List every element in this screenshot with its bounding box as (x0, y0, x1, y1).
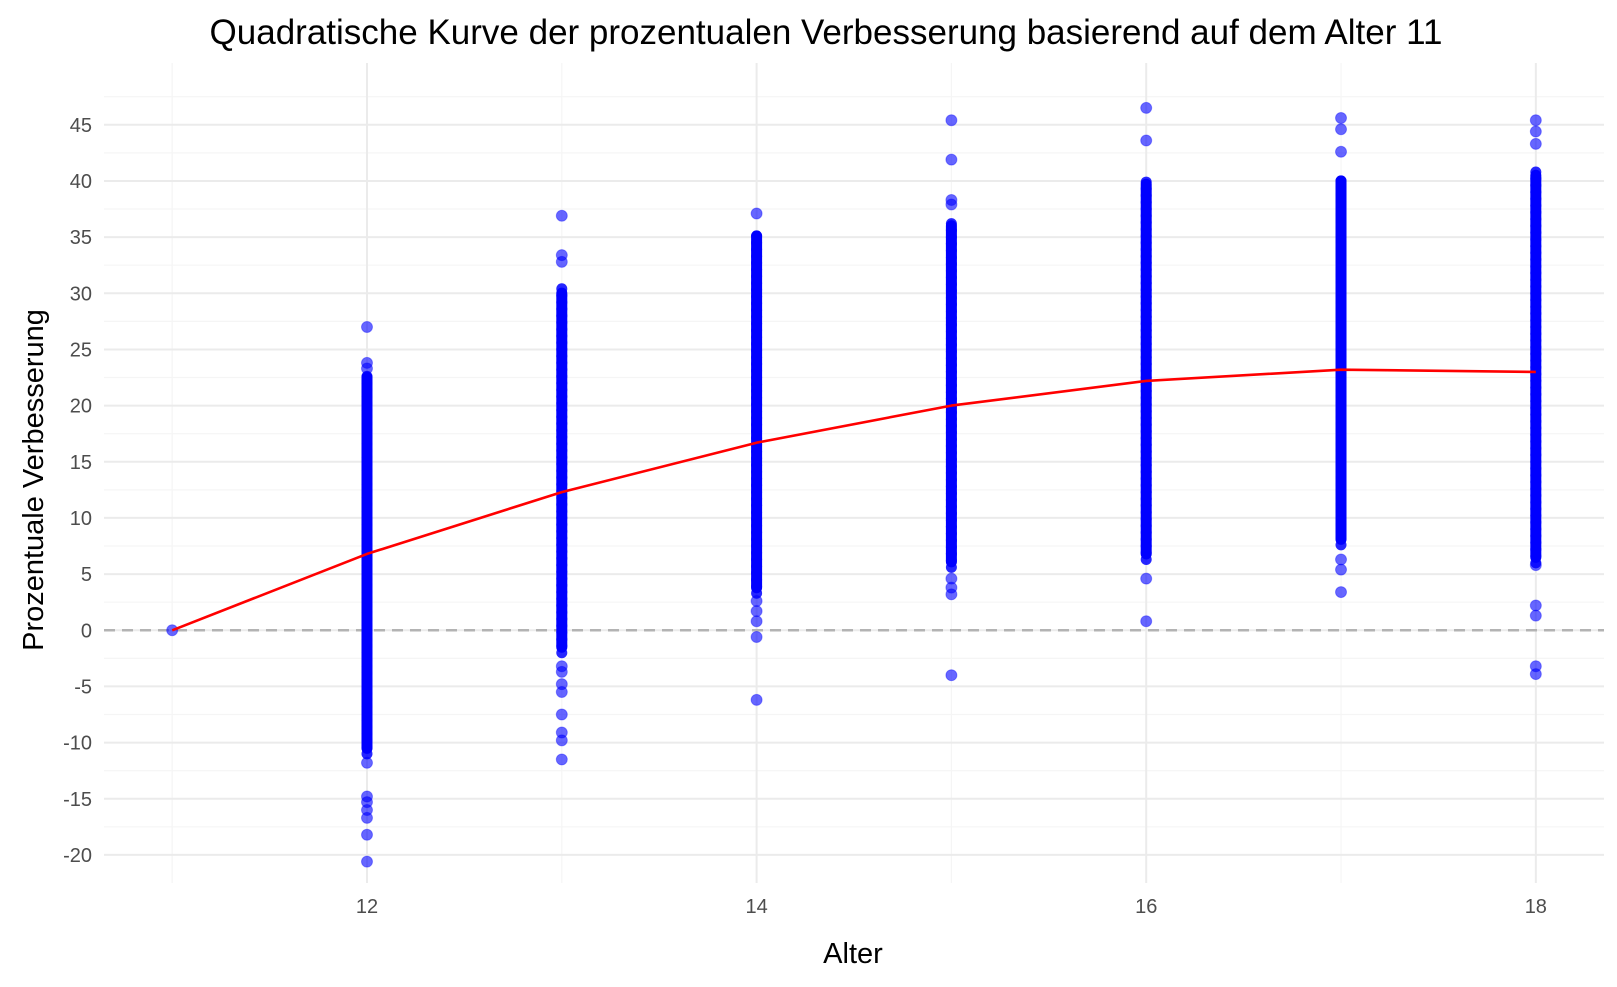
data-point (1140, 134, 1153, 147)
y-axis-title: Prozentuale Verbesserung (18, 309, 50, 651)
data-point (166, 624, 179, 637)
data-point (750, 693, 763, 706)
data-point (555, 255, 568, 268)
data-point (556, 283, 568, 295)
x-tick-label: 16 (1135, 896, 1157, 918)
data-point (751, 230, 763, 242)
data-point (945, 153, 958, 166)
y-tick-label: 35 (70, 227, 92, 249)
data-point (945, 114, 958, 127)
data-point (1529, 599, 1542, 612)
y-tick-label: 45 (70, 115, 92, 137)
y-tick-label: 40 (70, 171, 92, 193)
data-point (750, 615, 763, 628)
data-point (360, 756, 373, 769)
data-point (945, 588, 958, 601)
data-point (360, 855, 373, 868)
data-point (1529, 559, 1542, 572)
data-point (1530, 166, 1542, 178)
data-point (945, 669, 958, 682)
data-point (750, 631, 763, 643)
data-point (1335, 586, 1348, 599)
data-point (555, 708, 568, 721)
y-tick-label: -10 (63, 733, 92, 755)
data-point (555, 753, 568, 766)
data-point (1335, 553, 1348, 566)
data-point (555, 209, 568, 222)
x-tick-label: 18 (1525, 896, 1547, 918)
y-tick-label: 25 (70, 339, 92, 361)
y-tick-label: 10 (70, 508, 92, 530)
chart-title: Quadratische Kurve der prozentualen Verb… (210, 13, 1443, 52)
data-point (1335, 123, 1348, 136)
data-point (1529, 137, 1542, 150)
grid (104, 63, 1604, 883)
y-tick-label: -15 (63, 789, 92, 811)
data-point (750, 207, 763, 220)
data-point (1529, 114, 1542, 127)
data-point (1335, 175, 1347, 187)
data-point (555, 686, 568, 699)
y-tick-label: 15 (70, 452, 92, 474)
y-tick-label: -5 (74, 676, 92, 698)
data-point (360, 320, 373, 333)
data-point (1140, 615, 1153, 628)
data-point (555, 734, 568, 747)
data-point (1140, 101, 1153, 114)
tick-labels: -20 -15 -10 -5 0 5 10 15 20 25 30 35 40 45 12 14 16 18 (63, 115, 1547, 918)
data-point (945, 198, 958, 211)
data-point (360, 362, 373, 375)
y-tick-label: -20 (63, 845, 92, 867)
fit-curve-group (171, 368, 1536, 632)
x-tick-label: 12 (356, 896, 378, 918)
data-point (555, 665, 568, 678)
y-tick-label: 0 (81, 620, 92, 642)
data-point (1335, 145, 1348, 158)
data-point (1335, 112, 1348, 125)
data-point (1529, 125, 1542, 138)
fit-curve (171, 368, 1536, 632)
data-points (166, 101, 1542, 868)
data-point (360, 828, 373, 841)
data-point (361, 370, 373, 382)
data-point (1529, 668, 1542, 681)
y-tick-label: 20 (70, 396, 92, 418)
data-point (750, 595, 763, 608)
data-point (1335, 563, 1348, 576)
data-point (1140, 176, 1152, 188)
data-point (1140, 572, 1153, 585)
y-tick-label: 5 (81, 564, 92, 586)
data-point (360, 811, 373, 824)
y-tick-label: 30 (70, 283, 92, 305)
x-axis-title: Alter (823, 938, 883, 970)
x-tick-label: 14 (745, 896, 767, 918)
data-point (945, 218, 957, 230)
data-point (1529, 609, 1542, 622)
data-point (750, 605, 763, 618)
